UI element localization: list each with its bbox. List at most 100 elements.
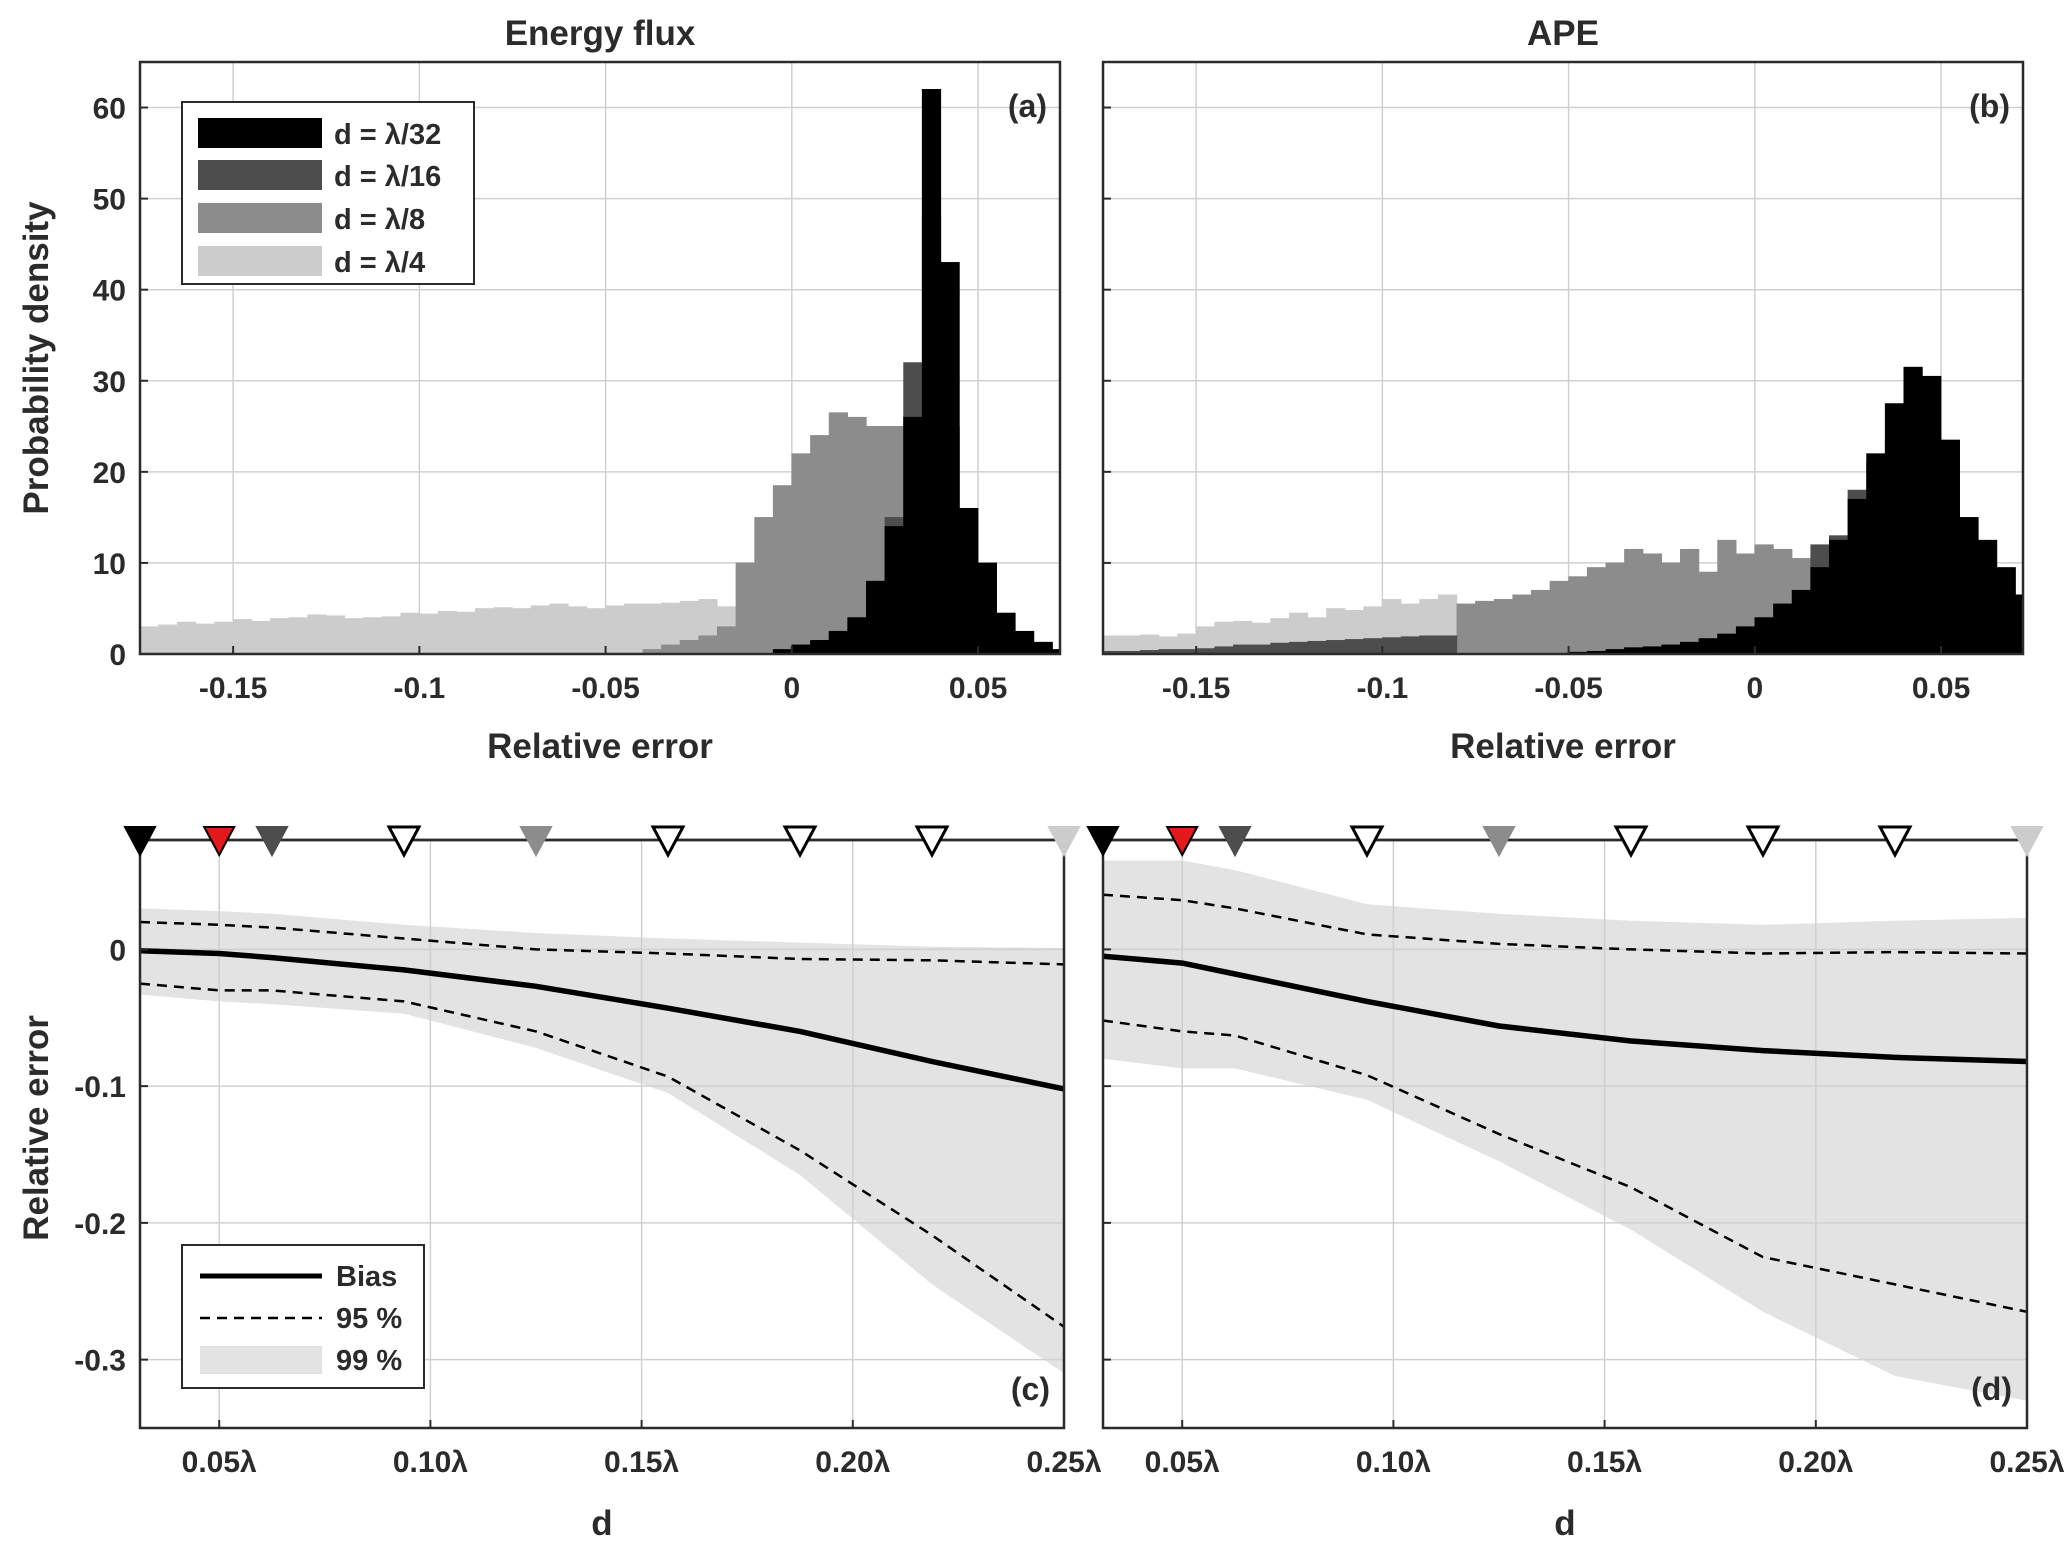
bar-b-s1-22 bbox=[1512, 594, 1532, 655]
legend-a-label-0: d = λ/32 bbox=[334, 119, 441, 151]
bar-a-s0-5 bbox=[232, 619, 253, 655]
bar-b-s1-24 bbox=[1549, 580, 1569, 655]
marker-c-2 bbox=[255, 826, 289, 858]
line-bias-d bbox=[1102, 953, 2028, 1065]
bar-b-s1-26 bbox=[1586, 567, 1607, 655]
bar-a-s0-2 bbox=[176, 621, 197, 655]
panel-a-title: Energy flux bbox=[505, 14, 696, 53]
bar-a-s0-14 bbox=[400, 612, 420, 655]
bar-a-s1-32 bbox=[735, 562, 755, 655]
bar-a-s1-31 bbox=[717, 626, 737, 655]
line-bias-c bbox=[139, 948, 1065, 1092]
panel-a-xlabel: Relative error bbox=[487, 727, 713, 766]
panel-c-ticks: 0.05λ 0.10λ 0.15λ 0.20λ 0.25λ 0 -0.1 -0.2 -0.3 bbox=[74, 934, 1102, 1479]
legend-a-swatch-1 bbox=[198, 160, 322, 190]
bar-a-s0-4 bbox=[214, 621, 234, 655]
band-99-c bbox=[140, 908, 1064, 1374]
tick-label-x-c-0: 0.05λ bbox=[182, 1446, 257, 1479]
tick-label-y-a-5: 50 bbox=[93, 184, 126, 217]
bar-a-s0-1 bbox=[158, 624, 178, 655]
panel-a-bars bbox=[139, 89, 1061, 655]
bar-b-s3-33 bbox=[1717, 633, 1737, 655]
bar-a-s0-15 bbox=[419, 613, 439, 655]
bar-a-s0-6 bbox=[251, 620, 271, 655]
marker-c-6 bbox=[782, 825, 818, 859]
tick-label-x-a-3: 0 bbox=[783, 672, 800, 705]
tick-label-y-c-1: -0.1 bbox=[74, 1071, 126, 1104]
tick-label-y-c-2: -0.2 bbox=[74, 1208, 126, 1241]
tick-label-x-c-3: 0.20λ bbox=[815, 1446, 890, 1479]
tick-label-x-c-1: 0.10λ bbox=[393, 1446, 468, 1479]
bar-a-s0-18 bbox=[474, 608, 495, 655]
bar-a-s0-8 bbox=[288, 617, 308, 655]
panel-b-ticks: -0.15 -0.1 -0.05 0 0.05 bbox=[1103, 106, 1970, 705]
bar-b-s1-23 bbox=[1531, 589, 1551, 655]
tick-label-x-b-3: 0 bbox=[1746, 672, 1763, 705]
bar-b-s1-19 bbox=[1456, 603, 1476, 655]
bar-b-s2-15 bbox=[1382, 637, 1402, 655]
bar-a-s3-41 bbox=[903, 416, 923, 655]
bar-b-s3-42 bbox=[1884, 403, 1905, 655]
bar-a-s3-45 bbox=[977, 562, 997, 655]
bar-a-s3-43 bbox=[940, 262, 960, 655]
panel-b-bars bbox=[1102, 366, 2024, 655]
legend-a-swatch-3 bbox=[198, 246, 322, 276]
bar-a-s0-26 bbox=[623, 603, 644, 655]
panel-c-markers bbox=[123, 825, 1081, 859]
tick-label-x-d-3: 0.20λ bbox=[1778, 1446, 1853, 1479]
bar-b-s3-31 bbox=[1680, 641, 1700, 655]
tick-label-x-b-2: -0.05 bbox=[1534, 672, 1602, 705]
panel-a-ylabel: Probability density bbox=[17, 201, 56, 515]
bar-b-s2-13 bbox=[1344, 639, 1365, 655]
bar-b-s3-32 bbox=[1698, 638, 1718, 655]
tick-label-y-a-2: 20 bbox=[93, 457, 126, 490]
bar-b-s1-31 bbox=[1680, 548, 1700, 655]
marker-c-7 bbox=[914, 825, 950, 859]
bar-b-s2-11 bbox=[1307, 640, 1327, 655]
bar-b-s2-18 bbox=[1437, 635, 1458, 655]
panel-b-label: (b) bbox=[1969, 88, 2010, 124]
panel-c-label: (c) bbox=[1011, 1371, 1050, 1407]
legend-a-label-3: d = λ/4 bbox=[334, 247, 425, 279]
bar-a-s1-37 bbox=[828, 412, 848, 655]
bar-b-s3-35 bbox=[1754, 617, 1774, 655]
bar-a-s0-0 bbox=[139, 626, 159, 655]
panel-c-lines bbox=[139, 920, 1065, 1328]
tick-label-y-c-3: -0.3 bbox=[74, 1345, 126, 1378]
bar-b-s3-38 bbox=[1810, 567, 1830, 655]
panel-d-ticks: 0.05λ 0.10λ 0.15λ 0.20λ 0.25λ bbox=[1103, 948, 2065, 1479]
tick-label-x-a-2: -0.05 bbox=[571, 672, 639, 705]
bar-b-s3-36 bbox=[1773, 603, 1793, 655]
bar-a-s3-46 bbox=[996, 612, 1016, 655]
bar-b-s3-37 bbox=[1791, 589, 1811, 655]
bar-b-s2-14 bbox=[1363, 638, 1383, 655]
bar-b-s2-7 bbox=[1233, 644, 1253, 655]
panel-c-legend: Bias 95 % 99 % bbox=[181, 1244, 425, 1389]
legend-c-swatch-99 bbox=[200, 1346, 322, 1374]
marker-d-0 bbox=[1086, 826, 1120, 858]
tick-label-y-a-4: 40 bbox=[93, 275, 126, 308]
panel-d-markers bbox=[1086, 825, 2044, 859]
marker-c-8 bbox=[1047, 826, 1081, 858]
panel-d-grid bbox=[1103, 840, 2028, 1428]
marker-c-4 bbox=[519, 826, 553, 858]
bar-a-s3-47 bbox=[1015, 630, 1035, 655]
bar-a-s0-11 bbox=[344, 618, 364, 655]
marker-c-0 bbox=[123, 826, 157, 858]
bar-b-s2-9 bbox=[1270, 642, 1290, 655]
marker-d-7 bbox=[1877, 825, 1913, 859]
legend-a-swatch-2 bbox=[198, 203, 322, 233]
tick-label-x-d-4: 0.25λ bbox=[1989, 1446, 2064, 1479]
bar-a-s0-24 bbox=[586, 608, 606, 655]
marker-d-5 bbox=[1613, 825, 1649, 859]
bar-a-s0-20 bbox=[512, 608, 532, 655]
bar-b-s3-30 bbox=[1661, 644, 1681, 655]
bar-b-s3-40 bbox=[1847, 498, 1867, 655]
tick-label-y-a-6: 60 bbox=[93, 93, 126, 126]
bar-a-s1-28 bbox=[661, 644, 681, 655]
tick-label-x-c-4: 0.25λ bbox=[1026, 1446, 1101, 1479]
bar-a-s0-21 bbox=[530, 605, 551, 655]
tick-label-y-a-1: 10 bbox=[93, 548, 126, 581]
bar-a-s0-27 bbox=[642, 603, 662, 655]
